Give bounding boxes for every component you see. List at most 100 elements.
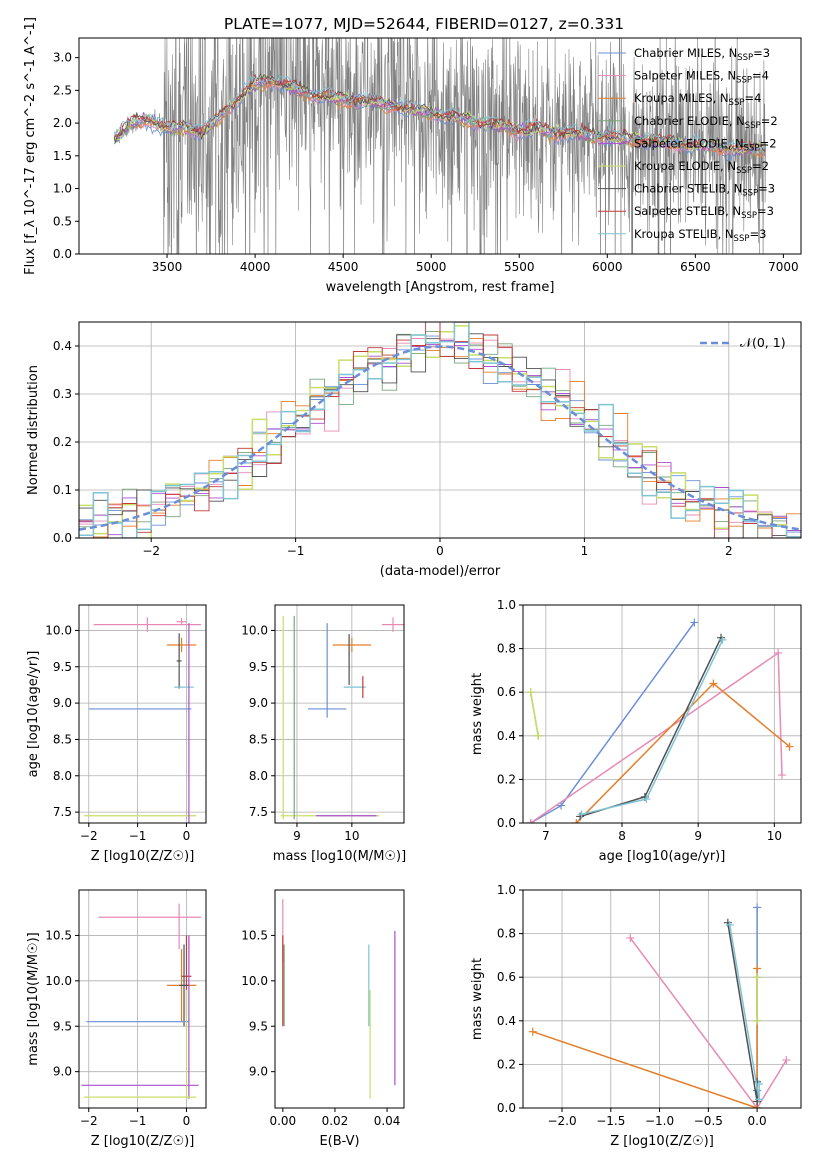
legend-label: Chabrier STELIB, NSSP=3 (634, 182, 775, 199)
series-point-salpeter_miles (774, 648, 783, 657)
x-tick-label: 0 (436, 544, 444, 558)
legend-name: Chabrier ELODIE, N (634, 114, 745, 128)
panel-residuals: −2 −1 0 1 2 0.0 0.1 0.2 0.3 0.4 (data-model)/error… (26, 321, 802, 579)
axes: −2 −1 0 1 2 0.0 0.1 0.2 0.3 0.4 (data-model)/error… (26, 321, 802, 579)
legend-sub: SSP (742, 189, 758, 199)
series-point-kroupa_elodie (753, 1016, 762, 1025)
x-tick-label: 0.04 (374, 1114, 401, 1128)
y-tick-label: 2.5 (53, 83, 72, 97)
axes: 7 8 9 10 0.0 0.2 0.4 0.6 0.8 1.0 age [log10(age/yr… (470, 598, 802, 864)
series-point-salpeter_miles (526, 819, 535, 823)
legend-sub: SSP (736, 76, 752, 86)
x-tick-label: −1.0 (645, 1114, 674, 1128)
legend-name: Salpeter STELIB, N (634, 204, 741, 218)
y-tick-label: 0.0 (497, 816, 516, 830)
y-tick-label: 10.5 (241, 928, 268, 942)
legend-name: Kroupa STELIB, N (634, 227, 734, 241)
series-point-kroupa_miles (709, 679, 718, 688)
x-tick-label: 2 (725, 544, 733, 558)
axes-frame (522, 604, 802, 824)
series-point-kroupa_stelib (755, 1095, 764, 1104)
x-tick-label: 7000 (768, 260, 799, 274)
y-tick-label: 9.5 (53, 660, 72, 674)
x-tick-label: −2.0 (547, 1114, 576, 1128)
x-tick-label: −0.5 (694, 1114, 723, 1128)
grid-lines (79, 605, 206, 823)
y-axis-label: Flux [f_λ 10^-17 erg cm^-2 s^-1 A^-1] (23, 17, 38, 275)
y-tick-label: 0.4 (497, 1014, 516, 1028)
y-tick-label: 9.0 (249, 696, 268, 710)
axes: 3500 4000 4500 5000 5500 6000 6500 7000 0.0 0.5 1.… (23, 17, 802, 295)
panel-weight_vs_Z: −2.0 −1.5 −1.0 −0.5 0.0 0.0 0.2 0.4 0.6 0.8 1.0 Z [… (470, 883, 802, 1149)
panel-spectrum: 3500 4000 4500 5000 5500 6000 6500 7000 0.0 0.5 1.… (23, 17, 802, 295)
y-tick-label: 10.0 (45, 623, 72, 637)
y-tick-label: 9.0 (53, 696, 72, 710)
x-tick-label: 7 (542, 829, 550, 843)
x-axis-label: wavelength [Angstrom, rest frame] (326, 280, 555, 295)
legend-label: Salpeter ELODIE, NSSP=2 (634, 136, 777, 153)
series-point-kroupa_elodie (753, 973, 762, 982)
y-tick-label: 10.0 (45, 974, 72, 988)
x-tick-label: 9 (694, 829, 702, 843)
y-tick-label: 0.1 (53, 483, 72, 497)
legend-sub: SSP (745, 121, 761, 131)
panel-age_vs_Z: −2 −1 0 7.5 8.0 8.5 9.0 9.5 10.0 Z [log10(Z/Z☉)] a… (26, 604, 207, 864)
axes: −2 −1 0 7.5 8.0 8.5 9.0 9.5 10.0 Z [log10(Z/Z☉)] a… (26, 604, 207, 864)
series-point-kroupa_stelib (577, 810, 586, 819)
x-tick-label: 8 (618, 829, 626, 843)
x-tick-label: 0 (183, 829, 191, 843)
legend-suffix: =2 (760, 136, 777, 150)
x-tick-label: 3500 (152, 260, 183, 274)
y-tick-label: 8.5 (249, 732, 268, 746)
y-tick-label: 8.0 (249, 769, 268, 783)
legend-sub: SSP (741, 211, 757, 221)
panel-mass_vs_ebv: 0.00 0.02 0.04 9.0 9.5 10.0 10.5 E(B-V) (241, 889, 405, 1149)
x-axis-label: mass [log10(M/M☉)] (273, 849, 406, 864)
y-tick-label: 0.8 (497, 927, 516, 941)
legend-suffix: =3 (749, 227, 766, 241)
y-tick-label: 10.5 (45, 928, 72, 942)
y-tick-label: 9.5 (249, 660, 268, 674)
series-point-kroupa_miles (528, 1027, 537, 1036)
axes: −2 −1 0 9.0 9.5 10.0 10.5 Z [log10(Z/Z☉)] mass [… (26, 889, 207, 1149)
x-tick-label: 4500 (328, 260, 359, 274)
figure-title: PLATE=1077, MJD=52644, FIBERID=0127, z=0… (224, 15, 624, 33)
x-tick-label: 0.0 (748, 1114, 767, 1128)
y-axis-label: age [log10(age/yr)] (26, 651, 41, 778)
series-point-chabrier_miles (690, 618, 699, 627)
series-point-kroupa_miles (572, 819, 581, 823)
x-tick-label: −2 (142, 544, 160, 558)
series-point-kroupa_elodie (526, 688, 535, 697)
x-tick-label: 4000 (240, 260, 271, 274)
y-tick-label: 1.0 (53, 182, 72, 196)
y-tick-label: 0.4 (53, 339, 72, 353)
legend-name: Salpeter MILES, N (634, 69, 736, 83)
legend-suffix: =3 (757, 204, 774, 218)
legend-label: Kroupa MILES, NSSP=4 (634, 91, 761, 108)
series-point-kroupa_stelib (718, 635, 727, 644)
legend-suffix: =4 (744, 91, 761, 105)
legend-suffix: =3 (758, 182, 775, 196)
plot-area (113, 38, 766, 254)
model-line-kroupa_stelib (113, 74, 766, 155)
x-axis-label: age [log10(age/yr)] (599, 849, 726, 864)
y-tick-label: 0.2 (497, 1057, 516, 1071)
legend-name: Chabrier MILES, N (634, 46, 737, 60)
y-tick-label: 0.8 (497, 642, 516, 656)
plot-area (282, 899, 396, 1099)
axes-frame (78, 889, 207, 1109)
series-point-salpeter_miles (777, 771, 786, 780)
x-tick-label: 5000 (416, 260, 447, 274)
plot-area (79, 322, 801, 538)
x-tick-label: 0 (183, 1114, 191, 1128)
x-tick-label: 10 (344, 829, 359, 843)
series-point-salpeter_miles (782, 1056, 791, 1065)
y-tick-label: 0.2 (497, 772, 516, 786)
x-tick-label: 0.02 (322, 1114, 349, 1128)
axes-frame (274, 889, 405, 1109)
legend-suffix: =3 (753, 46, 770, 60)
axes-frame (78, 604, 207, 824)
y-tick-label: 9.0 (53, 1065, 72, 1079)
x-tick-label: 0.00 (269, 1114, 296, 1128)
